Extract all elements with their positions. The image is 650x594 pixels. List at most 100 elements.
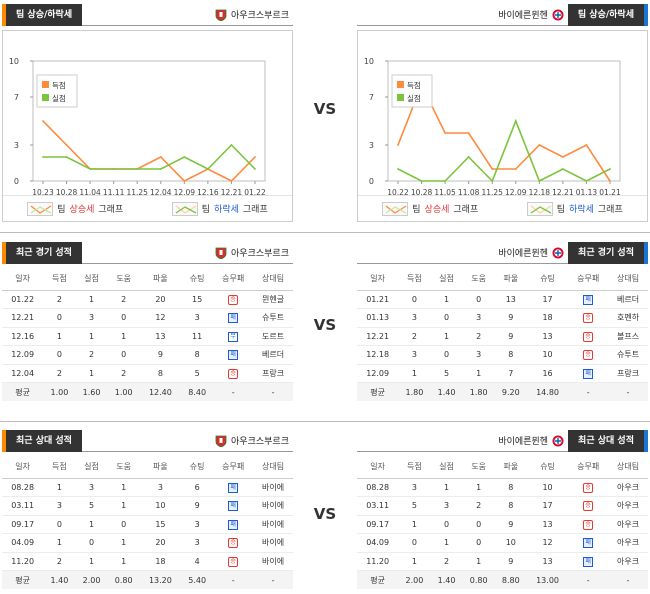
average-row: 평균 1.80 1.40 1.80 9.20 14.80- - <box>357 382 648 401</box>
result-badge: 패 <box>583 368 594 379</box>
result-badge: 패 <box>228 519 239 530</box>
ast-cell: 2 <box>107 364 140 383</box>
data-point <box>538 144 541 146</box>
left-h2h-panel: 최근 상대 성적 아우크스부르크 일자 득점 실점 도움 파울 슈팅 승무패 상대팀 08.2… <box>2 429 293 589</box>
column-header: 승무패 <box>568 268 609 291</box>
ast-cell: 1 <box>107 496 140 516</box>
column-header: 도움 <box>462 268 495 291</box>
table-row: 01.22 2 1 2 20 15 승 뮌헨글 <box>2 290 293 309</box>
result-cell: 승 <box>568 308 609 328</box>
x-tick-label: 12.18 <box>529 188 551 197</box>
opp-cell: 바이에 <box>253 533 293 553</box>
ga-cell: 1 <box>430 478 463 497</box>
augsburg-crest-icon <box>215 247 227 259</box>
date-cell: 04.09 <box>357 533 399 553</box>
foul-cell: 9 <box>494 515 527 534</box>
legend-up-label: 상승세 <box>69 205 95 215</box>
gf-cell: 0 <box>43 308 76 328</box>
gf-cell: 1 <box>398 515 431 534</box>
date-cell: 09.17 <box>2 515 44 534</box>
ga-cell: 3 <box>75 478 108 497</box>
gf-cell: 2 <box>43 552 76 571</box>
left-team-label: 아우크스부르크 <box>211 434 293 447</box>
date-cell: 01.22 <box>2 290 44 309</box>
data-point <box>42 156 44 158</box>
column-header: 파울 <box>494 456 527 479</box>
ast-cell: 3 <box>462 308 495 328</box>
legend-down-suffix: 그래프 <box>242 205 268 215</box>
x-tick-label: 10.28 <box>411 188 433 197</box>
data-point <box>538 180 541 182</box>
left-chart-legend: 팀 상승세 그래프 팀 하락세 그래프 <box>3 195 292 221</box>
column-header: 상대팀 <box>253 456 293 479</box>
right-team-name: 바이에른뮌헨 <box>498 249 549 259</box>
result-cell: 승 <box>568 327 609 346</box>
legend-down-label: 하락세 <box>569 205 594 215</box>
average-opp-cell: - <box>608 570 648 589</box>
result-cell: 승 <box>213 364 254 383</box>
x-tick-label: 11.11 <box>103 188 125 197</box>
foul-cell: 9 <box>494 552 527 571</box>
foul-cell: 20 <box>139 290 182 309</box>
opp-cell: 도르트 <box>253 327 293 346</box>
foul-cell: 9 <box>494 327 527 346</box>
ga-cell: 1 <box>75 290 108 309</box>
average-foul-cell: 8.80 <box>494 570 527 589</box>
data-point <box>514 120 517 122</box>
average-shot-cell: 13.00 <box>526 570 569 589</box>
right-recent-header: 바이에른뮌헨 최근 경기 성적 <box>357 241 648 264</box>
average-gf-cell: 1.00 <box>43 382 76 401</box>
opp-cell: 프랑크 <box>608 364 648 383</box>
average-opp-cell: - <box>253 570 293 589</box>
right-trend-svg: 0 3 7 10 10.22 10.28 11.05 11.08 11.25 12.09 12.18… <box>364 57 621 197</box>
shot-cell: 15 <box>181 290 214 309</box>
score-series-line <box>397 83 611 182</box>
average-ast-cell: 1.80 <box>462 382 495 401</box>
y-tick-label: 3 <box>369 141 374 150</box>
column-header: 승무패 <box>568 456 609 479</box>
section-divider <box>0 232 650 233</box>
table-row: 12.09 0 2 0 9 8 패 베르더 <box>2 345 293 365</box>
data-point <box>230 144 233 146</box>
date-cell: 03.11 <box>2 496 44 516</box>
gf-cell: 1 <box>43 533 76 553</box>
legend-series-label: 실점 <box>407 93 421 103</box>
data-point <box>609 180 611 182</box>
data-point <box>136 168 139 170</box>
foul-cell: 13 <box>139 327 182 346</box>
ga-cell: 1 <box>430 290 463 309</box>
ast-cell: 2 <box>462 496 495 516</box>
average-res-cell: - <box>213 382 254 401</box>
average-ga-cell: 1.40 <box>430 382 463 401</box>
x-tick-label: 12.04 <box>150 188 172 197</box>
ast-cell: 0 <box>107 345 140 365</box>
bayern-crest-icon <box>552 247 564 258</box>
data-point <box>183 156 186 158</box>
shot-cell: 3 <box>181 533 214 553</box>
x-tick-label: 11.25 <box>481 188 503 197</box>
shot-cell: 13 <box>526 515 569 534</box>
column-header: 실점 <box>75 268 108 291</box>
legend-down-prefix: 팀 <box>201 205 211 215</box>
left-trend-svg: 0 3 7 10 10.23 10.28 11.04 11.11 11.25 12.04 12.09… <box>9 57 266 197</box>
result-badge: 무 <box>228 331 239 342</box>
table-row: 03.11 5 3 2 8 17 승 아우크 <box>357 496 648 516</box>
table-header-row: 일자 득점 실점 도움 파울 슈팅 승무패 상대팀 <box>357 456 648 479</box>
table-row: 08.28 1 3 1 3 6 패 바이에 <box>2 478 293 497</box>
legend-box <box>391 74 433 108</box>
column-header: 상대팀 <box>608 456 648 479</box>
section-divider <box>0 421 650 422</box>
table-row: 11.20 2 1 1 18 4 승 바이에 <box>2 552 293 571</box>
average-label-cell: 평균 <box>357 382 399 401</box>
column-header: 승무패 <box>213 268 254 291</box>
ast-cell: 1 <box>107 327 140 346</box>
table-header-row: 일자 득점 실점 도움 파울 슈팅 승무패 상대팀 <box>2 268 293 291</box>
opp-cell: 아우크 <box>608 496 648 516</box>
y-tick-label: 7 <box>14 93 19 102</box>
down-trend-swatch-icon <box>526 201 553 216</box>
ast-cell: 0 <box>462 290 495 309</box>
shot-cell: 13 <box>526 552 569 571</box>
column-header: 실점 <box>430 268 463 291</box>
ast-cell: 2 <box>107 290 140 309</box>
ga-cell: 1 <box>75 364 108 383</box>
